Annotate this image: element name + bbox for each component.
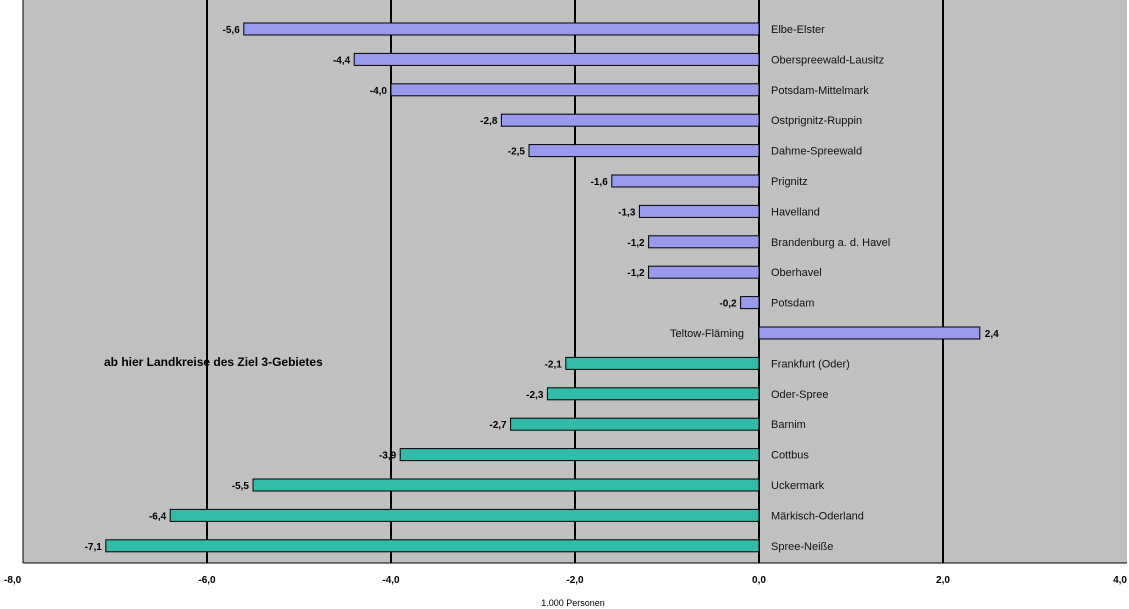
bar-17: [105, 539, 760, 553]
bar-4: [528, 144, 760, 158]
category-label-11: Frankfurt (Oder): [771, 358, 850, 370]
category-label-14: Cottbus: [771, 450, 809, 462]
value-label-11: -2,1: [545, 359, 563, 370]
x-tick-label-3: -2,0: [566, 575, 584, 586]
x-tick-label-6: 4,0: [1113, 575, 1127, 586]
value-label-6: -1,3: [618, 207, 636, 218]
value-label-12: -2,3: [526, 390, 544, 401]
bar-1: [353, 52, 760, 66]
category-label-10: Teltow-Fläming: [670, 328, 744, 340]
category-label-12: Oder-Spree: [771, 389, 828, 401]
x-axis-label: 1.000 Personen: [541, 598, 605, 608]
value-label-3: -2,8: [480, 116, 498, 127]
category-label-8: Oberhavel: [771, 267, 822, 279]
bar-12: [546, 387, 760, 401]
x-tick-labels: -8,0 -6,0 -4,0 -2,0 0,0 2,0 4,0: [4, 575, 1127, 586]
category-label-9: Potsdam: [771, 298, 814, 310]
value-labels: -5,6 -4,4 -4,0 -2,8 -2,5 -1,6 -1,3 -1,2 -1,2 -0,2…: [85, 25, 1000, 553]
x-tick-label-0: -8,0: [4, 575, 22, 586]
bar-10: [758, 326, 981, 340]
x-tick-label-1: -6,0: [198, 575, 216, 586]
bar-16: [169, 508, 760, 522]
category-label-1: Oberspreewald-Lausitz: [771, 54, 884, 66]
value-label-9: -0,2: [719, 299, 737, 310]
x-tick-label-5: 2,0: [936, 575, 950, 586]
bar-3: [500, 113, 760, 127]
bar-7: [648, 235, 760, 249]
value-label-15: -5,5: [232, 481, 250, 492]
x-tick-label-4: 0,0: [752, 575, 766, 586]
value-label-14: -3,9: [379, 451, 397, 462]
bars: [105, 22, 981, 553]
value-label-13: -2,7: [489, 420, 507, 431]
value-label-4: -2,5: [508, 147, 526, 158]
category-label-2: Potsdam-Mittelmark: [771, 85, 869, 97]
category-label-3: Ostprignitz-Ruppin: [771, 115, 862, 127]
category-label-4: Dahme-Spreewald: [771, 146, 862, 158]
category-label-13: Barnim: [771, 419, 806, 431]
value-label-8: -1,2: [627, 268, 645, 279]
annotation-text: ab hier Landkreise des Ziel 3-Gebietes: [104, 355, 323, 369]
category-label-0: Elbe-Elster: [771, 24, 825, 36]
category-label-15: Uckermark: [771, 480, 825, 492]
x-tick-label-2: -4,0: [382, 575, 400, 586]
category-labels: Elbe-ElsterOberspreewald-LausitzPotsdam-…: [670, 24, 890, 553]
bar-11: [565, 356, 760, 370]
category-label-17: Spree-Neiße: [771, 541, 833, 553]
value-label-7: -1,2: [627, 238, 645, 249]
value-label-16: -6,4: [149, 511, 167, 522]
bar-2: [390, 83, 760, 97]
bar-15: [252, 478, 760, 492]
category-label-5: Prignitz: [771, 176, 808, 188]
value-label-0: -5,6: [223, 25, 241, 36]
value-label-10: 2,4: [985, 329, 999, 340]
bar-0: [243, 22, 760, 36]
value-label-1: -4,4: [333, 55, 351, 66]
bar-5: [611, 174, 760, 188]
value-label-17: -7,1: [85, 542, 103, 553]
category-label-6: Havelland: [771, 206, 820, 218]
category-label-16: Märkisch-Oderland: [771, 510, 864, 522]
bar-9: [740, 296, 760, 310]
value-label-5: -1,6: [591, 177, 609, 188]
bar-6: [638, 204, 760, 218]
bar-14: [399, 448, 760, 462]
value-label-2: -4,0: [370, 86, 388, 97]
category-label-7: Brandenburg a. d. Havel: [771, 237, 890, 249]
bar-13: [510, 417, 760, 431]
bar-8: [648, 265, 760, 279]
